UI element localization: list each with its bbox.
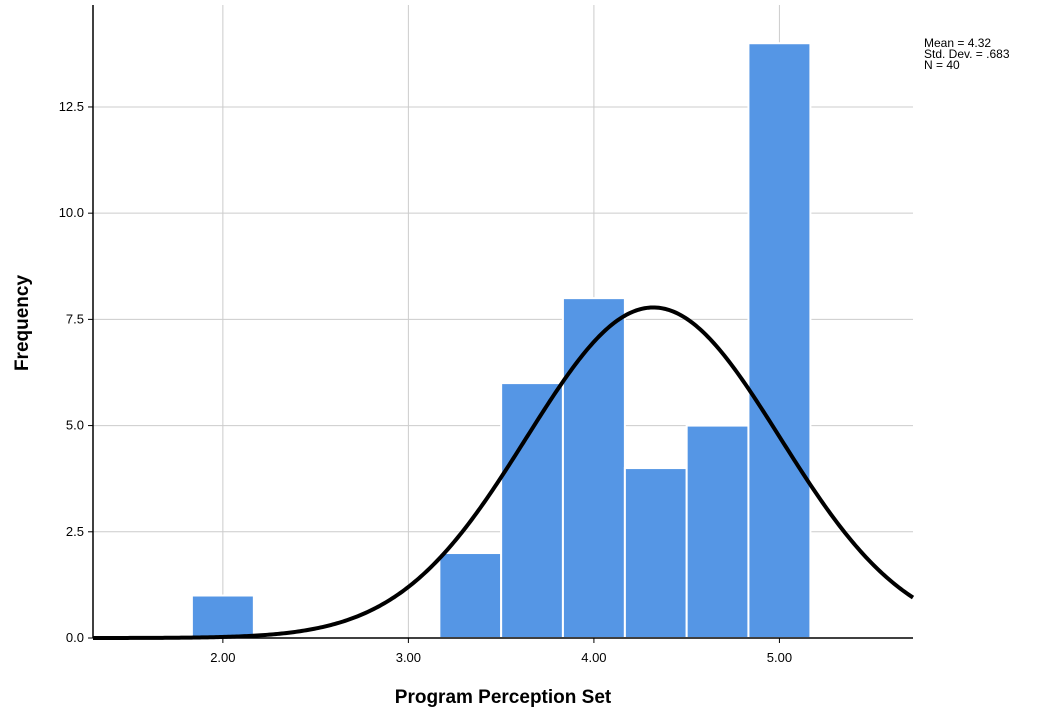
stats-std-dev: Std. Dev. = .683 <box>924 47 1010 61</box>
histogram-bars <box>190 42 812 640</box>
y-tick-label: 5.0 <box>66 418 84 433</box>
stats-n: N = 40 <box>924 58 960 72</box>
histogram-bar <box>685 424 750 639</box>
stats-box: Mean = 4.32 Std. Dev. = .683 N = 40 <box>924 36 1010 72</box>
y-tick-label: 10.0 <box>59 205 84 220</box>
y-axis-ticks: 0.0 2.5 5.0 7.5 10.0 12.5 <box>59 99 93 645</box>
y-tick-label: 12.5 <box>59 99 84 114</box>
histogram-bar <box>747 42 812 639</box>
histogram-bar <box>438 552 503 640</box>
stats-mean: Mean = 4.32 <box>924 36 992 50</box>
y-tick-label: 0.0 <box>66 630 84 645</box>
x-tick-label: 2.00 <box>210 650 235 665</box>
histogram-bar <box>561 297 626 639</box>
y-tick-label: 2.5 <box>66 524 84 539</box>
y-axis-title: Frequency <box>12 275 33 372</box>
axes <box>92 5 913 639</box>
x-axis-title: Program Perception Set <box>395 687 612 708</box>
histogram-bar <box>500 382 564 639</box>
x-axis-ticks: 2.00 3.00 4.00 5.00 <box>210 638 792 665</box>
x-tick-label: 4.00 <box>581 650 606 665</box>
x-tick-label: 3.00 <box>396 650 421 665</box>
y-tick-label: 7.5 <box>66 311 84 326</box>
x-tick-label: 5.00 <box>767 650 792 665</box>
histogram-bar <box>623 467 688 639</box>
histogram-bar <box>190 594 255 640</box>
normal-curve <box>93 305 915 640</box>
